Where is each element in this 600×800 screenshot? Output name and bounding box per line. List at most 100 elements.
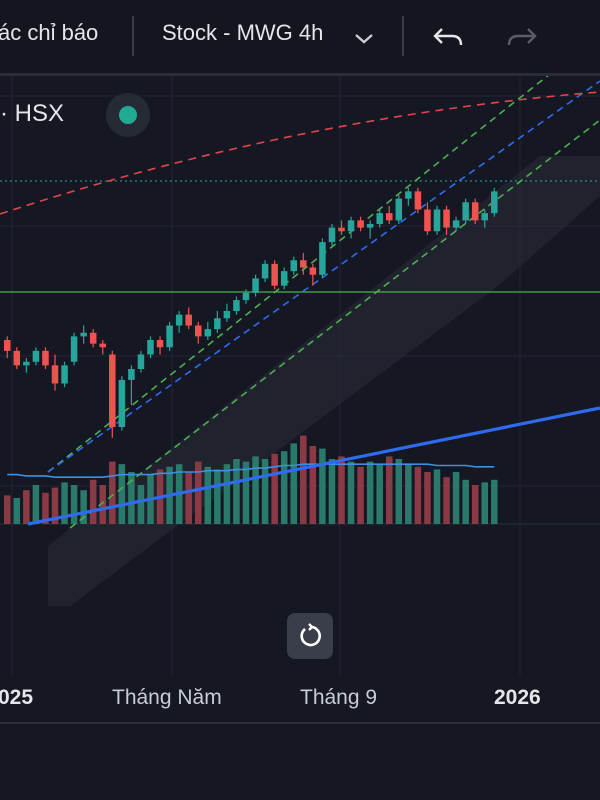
volume-bar <box>80 490 87 524</box>
candle-body <box>261 263 269 279</box>
candle <box>109 350 116 438</box>
candle <box>328 224 336 246</box>
chart-title-button[interactable]: Stock - MWG 4h <box>162 20 324 45</box>
channel-upper-line <box>47 76 549 473</box>
candle-body <box>32 350 40 362</box>
axis-divider <box>0 722 600 724</box>
candle <box>80 325 87 344</box>
toolbar-separator <box>132 16 134 56</box>
candle <box>233 296 240 315</box>
candle <box>156 336 164 355</box>
candle <box>471 198 479 224</box>
candle-body <box>491 191 498 214</box>
candle-body <box>70 336 78 362</box>
candle <box>42 347 49 369</box>
volume-bar <box>204 466 212 524</box>
candle <box>405 187 412 206</box>
volume-bar <box>481 482 488 524</box>
volume-bar <box>300 435 307 524</box>
volume-bar <box>70 485 78 524</box>
candle <box>443 205 450 235</box>
candle <box>61 361 68 388</box>
volume-bar <box>89 479 97 524</box>
candle <box>261 260 269 282</box>
candle-body <box>395 198 403 221</box>
candle <box>414 187 422 214</box>
long-resistance-line <box>0 91 600 215</box>
candle-body <box>109 354 116 427</box>
candle-body <box>166 325 173 348</box>
candle-body <box>89 332 97 344</box>
candle <box>452 216 460 232</box>
volume-bar <box>319 448 326 524</box>
volume-bar <box>424 472 431 524</box>
xaxis-label: 2026 <box>494 686 541 709</box>
candle <box>252 274 259 297</box>
indicators-button[interactable]: ác chỉ báo <box>0 20 99 45</box>
volume-bar <box>491 479 498 524</box>
volume-bar <box>137 485 145 524</box>
volume-bar <box>13 498 21 524</box>
chevron-down-icon[interactable] <box>348 24 380 54</box>
volume-bar <box>290 443 297 524</box>
volume-bar <box>386 456 393 524</box>
volume-bar <box>128 472 135 524</box>
time-axis: 025 Tháng Năm Tháng 9 2026 <box>0 670 600 724</box>
volume-bar <box>99 485 106 524</box>
candle <box>424 202 431 235</box>
undo-icon[interactable] <box>432 22 464 52</box>
candle-body <box>195 325 202 337</box>
candle-body <box>223 311 231 319</box>
candle-body <box>414 191 422 210</box>
volume-bar <box>347 461 355 524</box>
candle <box>51 354 59 391</box>
volume-bar <box>42 492 49 524</box>
candle-body <box>233 300 240 311</box>
candle <box>137 350 145 373</box>
candle-body <box>42 350 49 366</box>
candle <box>481 209 488 228</box>
candle <box>99 340 106 355</box>
long-support-trendline <box>27 406 600 526</box>
candle-body <box>252 278 259 293</box>
candle <box>166 321 173 351</box>
candle-body <box>300 260 307 268</box>
candle-body <box>137 354 145 369</box>
candle <box>118 376 126 431</box>
candle <box>214 311 221 333</box>
candle-body <box>147 340 154 355</box>
candle-body <box>214 318 221 330</box>
channel-lower-line <box>69 119 600 529</box>
candle-body <box>290 260 297 272</box>
chart-toolbar: ác chỉ báo Stock - MWG 4h <box>0 0 600 76</box>
volume-bar <box>280 451 288 524</box>
candle-body <box>386 213 393 221</box>
candle-body <box>347 220 355 232</box>
candle-body <box>118 379 126 427</box>
redo-icon[interactable] <box>506 22 538 52</box>
volume-bar <box>309 446 317 524</box>
candle-body <box>280 271 288 286</box>
candle-body <box>51 365 59 384</box>
candle <box>366 220 374 239</box>
volume-layer <box>4 435 498 524</box>
candle <box>347 216 355 239</box>
candle <box>462 198 469 224</box>
candle-body <box>376 213 383 224</box>
candle-body <box>338 227 345 232</box>
candle-body <box>204 329 212 337</box>
reset-chart-button[interactable] <box>287 613 333 659</box>
candle <box>491 187 498 217</box>
price-chart[interactable] <box>0 76 600 724</box>
candle-body <box>4 340 11 351</box>
candle-body <box>366 224 374 228</box>
volume-bar <box>376 464 383 524</box>
volume-bar <box>4 495 11 524</box>
candle-body <box>13 350 21 366</box>
volume-bar <box>261 459 269 524</box>
xaxis-label: Tháng 9 <box>300 686 378 709</box>
candle-body <box>319 242 326 275</box>
volume-bar <box>462 479 469 524</box>
status-dot-icon <box>119 106 137 124</box>
volume-bar <box>271 453 278 524</box>
